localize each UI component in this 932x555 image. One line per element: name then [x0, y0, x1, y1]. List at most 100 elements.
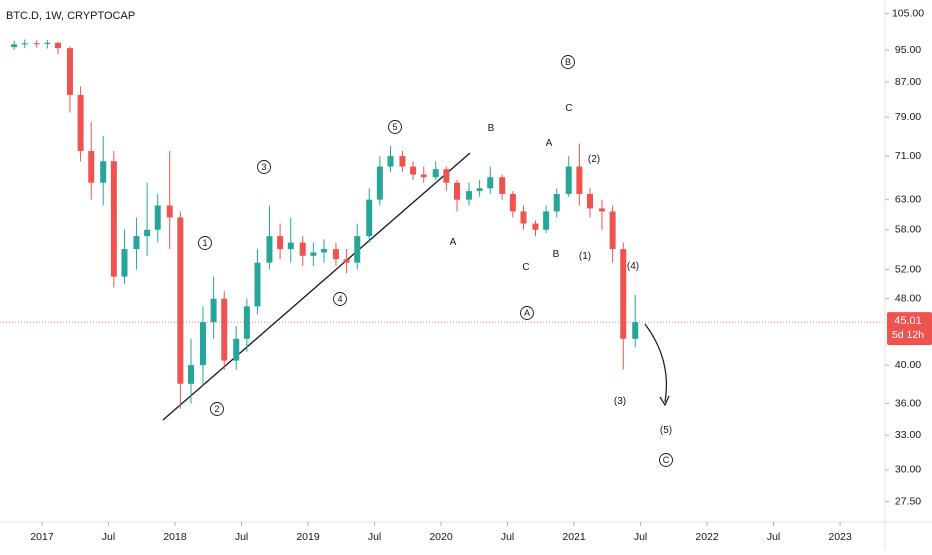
candle-body [177, 217, 184, 384]
wave-label: 5 [392, 122, 397, 132]
y-tick-label: 58.00 [895, 224, 921, 236]
x-tick-label: Jul [634, 531, 647, 543]
candle-body [343, 259, 350, 263]
wave-circle [198, 236, 212, 250]
y-tick-label: 48.00 [895, 292, 921, 304]
candle-body [598, 208, 605, 212]
wave-circle [333, 292, 347, 306]
x-tick-label: Jul [102, 531, 115, 543]
candle-body [620, 249, 627, 339]
candle-body [154, 205, 161, 230]
y-tick-label: 87.00 [895, 76, 921, 88]
wave-label: A [524, 308, 530, 318]
candle-body [121, 249, 128, 277]
candle-body [465, 191, 472, 200]
y-tick-label: 71.00 [895, 150, 921, 162]
candle-body [66, 48, 73, 95]
wave-label: B [565, 57, 571, 67]
candle-body [543, 211, 550, 230]
wave-label: 4 [337, 294, 342, 304]
wave-label: C [565, 103, 572, 114]
candle-body [166, 205, 173, 218]
trend-line [162, 152, 471, 421]
candle-body [509, 193, 516, 212]
candle-body [366, 199, 373, 237]
candle-body [399, 156, 406, 167]
candle-body [133, 236, 140, 250]
candle-body [199, 322, 206, 366]
candle-body [376, 166, 383, 200]
x-tick-label: 2017 [30, 531, 54, 543]
candle-body [88, 151, 95, 183]
candles [11, 39, 639, 409]
arrow-head [659, 395, 670, 407]
candle-body [277, 236, 284, 250]
x-tick-label: 2021 [562, 531, 586, 543]
candle-body [476, 188, 483, 192]
candle-body [221, 298, 228, 361]
x-tick-label: 2022 [695, 531, 719, 543]
y-tick-label: 30.00 [895, 464, 921, 476]
candle-body [332, 249, 339, 260]
last-price-label: 45.01 [894, 315, 922, 327]
x-tick-label: 2020 [429, 531, 453, 543]
candle-body [233, 338, 240, 361]
candle-body [254, 262, 261, 307]
wave-circle [257, 160, 271, 174]
wave-label: A [546, 138, 553, 149]
candle-body [33, 43, 40, 45]
candle-body [144, 229, 151, 237]
wave-label: (3) [614, 396, 626, 407]
wave-label: C [522, 262, 529, 273]
candle-body [287, 242, 294, 250]
candle-body [320, 249, 327, 253]
wave-label: B [488, 123, 495, 134]
last-price-box [887, 312, 932, 346]
projection-arrow [644, 323, 668, 403]
candle-body [354, 236, 361, 263]
candle-body [77, 94, 84, 152]
wave-label: (5) [660, 425, 672, 436]
x-tick-label: 2019 [296, 531, 320, 543]
y-tick-label: 79.00 [895, 111, 921, 123]
y-tick-label: 40.00 [895, 359, 921, 371]
wave-label: 3 [261, 162, 266, 172]
candle-body [44, 42, 51, 44]
candle-body [565, 166, 572, 194]
candle-body [21, 43, 28, 45]
y-tick-label: 36.00 [895, 397, 921, 409]
x-tick-label: Jul [767, 531, 780, 543]
candle-body [532, 223, 539, 230]
wave-label: 1 [202, 238, 207, 248]
candle-body [11, 44, 18, 48]
wave-circle [520, 306, 534, 320]
candle-body [310, 252, 317, 256]
wave-circle [210, 402, 224, 416]
wave-label: B [553, 249, 560, 260]
x-tick-label: Jul [235, 531, 248, 543]
candle-body [553, 193, 560, 212]
candle-body [609, 211, 616, 250]
candle-body [100, 161, 107, 183]
y-tick-label: 105.00 [892, 7, 924, 19]
candle-body [387, 156, 394, 167]
wave-circle [659, 453, 673, 467]
candle-body [420, 174, 427, 178]
axes: 105.00 95.00 87.00 79.00 71.00 63.00 58.00 52.0… [30, 7, 924, 542]
candle-body [187, 365, 194, 384]
candle-body [632, 322, 639, 339]
candle-body [520, 211, 527, 224]
wave-label: (4) [627, 261, 639, 272]
candle-body [432, 169, 439, 178]
candle-body [453, 182, 460, 200]
wave-circle [388, 120, 402, 134]
candle-body [499, 177, 506, 194]
wave-label: (1) [579, 251, 591, 262]
wave-label: (2) [588, 154, 600, 165]
y-tick-label: 27.50 [895, 495, 921, 507]
wave-labels: 1 2 3 4 5 A B C A B A C B (1) (2) (3) (4) (5) C [198, 55, 673, 467]
x-tick-label: 2018 [163, 531, 187, 543]
candle-body [243, 306, 250, 339]
